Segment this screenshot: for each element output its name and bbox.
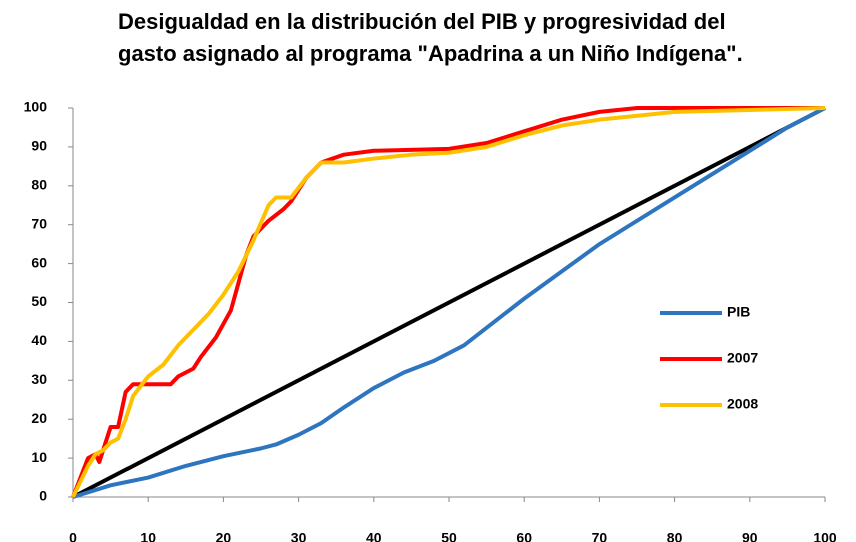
y-tick-label: 70 <box>31 215 47 231</box>
x-tick-label: 0 <box>69 530 77 542</box>
x-tick-label: 30 <box>291 530 307 542</box>
y-tick-label: 10 <box>31 449 47 465</box>
x-tick-label: 20 <box>216 530 232 542</box>
x-tick-label: 10 <box>140 530 156 542</box>
chart-title: Desigualdad en la distribución del PIB y… <box>118 9 743 66</box>
legend-label: 2008 <box>727 396 758 412</box>
y-tick-label: 90 <box>31 138 47 154</box>
y-tick-label: 100 <box>24 99 48 115</box>
x-tick-label: 50 <box>441 530 457 542</box>
x-tick-label: 80 <box>667 530 683 542</box>
series-line <box>71 106 825 498</box>
y-tick-label: 80 <box>31 177 47 193</box>
legend-label: 2007 <box>727 350 758 366</box>
y-tick-label: 30 <box>31 371 47 387</box>
y-tick-label: 60 <box>31 254 47 270</box>
y-tick-label: 40 <box>31 332 47 348</box>
y-tick-label: 0 <box>39 488 47 504</box>
x-tick-label: 90 <box>742 530 758 542</box>
x-tick-label: 40 <box>366 530 382 542</box>
legend-label: PIB <box>727 304 750 320</box>
x-tick-label: 60 <box>516 530 532 542</box>
series-line <box>72 106 826 499</box>
y-tick-label: 20 <box>31 410 47 426</box>
y-tick-label: 50 <box>31 293 47 309</box>
series-line <box>72 106 826 499</box>
series-line <box>71 106 826 498</box>
x-tick-label: 100 <box>813 530 837 542</box>
x-tick-label: 70 <box>592 530 608 542</box>
